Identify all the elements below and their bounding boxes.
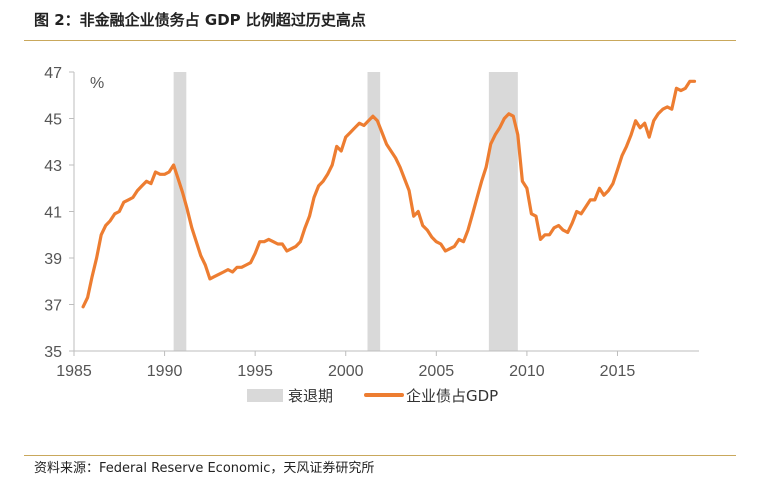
unit-label: % <box>90 75 104 92</box>
axes <box>69 71 699 356</box>
x-tick-label-1995: 1995 <box>237 363 273 380</box>
footer-rule <box>24 455 736 456</box>
title-rule <box>24 40 736 41</box>
recession-band-3 <box>488 72 518 351</box>
source-note: 资料来源：Federal Reserve Economic，天风证券研究所 <box>34 461 375 476</box>
series-layer <box>81 79 697 309</box>
x-tick-label-2015: 2015 <box>600 363 636 380</box>
y-tick-label-47: 47 <box>44 65 62 82</box>
recession-bands <box>173 72 518 351</box>
y-tick-label-35: 35 <box>44 344 62 361</box>
x-tick-labels: 1985 1990 1995 2000 2005 2010 2015 <box>56 363 635 380</box>
legend: 衰退期 企业债占GDP <box>247 387 498 405</box>
x-tick-label-1985: 1985 <box>56 363 92 380</box>
legend-swatch-recession <box>247 389 283 402</box>
recession-band-2 <box>367 72 381 351</box>
y-tick-label-39: 39 <box>44 251 62 268</box>
x-tick-label-2000: 2000 <box>328 363 364 380</box>
y-tick-label-43: 43 <box>44 158 62 175</box>
x-tick-label-1990: 1990 <box>147 363 183 380</box>
y-tick-label-41: 41 <box>44 205 62 222</box>
x-tick-label-2005: 2005 <box>419 363 455 380</box>
series-line-1 <box>81 79 697 309</box>
y-tick-labels: 35 37 39 41 43 45 47 <box>44 65 62 361</box>
recession-band-1 <box>173 72 187 351</box>
x-tick-label-2010: 2010 <box>509 363 545 380</box>
y-tick-label-45: 45 <box>44 112 62 129</box>
figure-title: 图 2：非金融企业债务占 GDP 比例超过历史高点 <box>34 11 366 29</box>
y-tick-label-37: 37 <box>44 298 62 315</box>
legend-label-series: 企业债占GDP <box>406 387 498 405</box>
legend-label-recession: 衰退期 <box>288 387 333 405</box>
